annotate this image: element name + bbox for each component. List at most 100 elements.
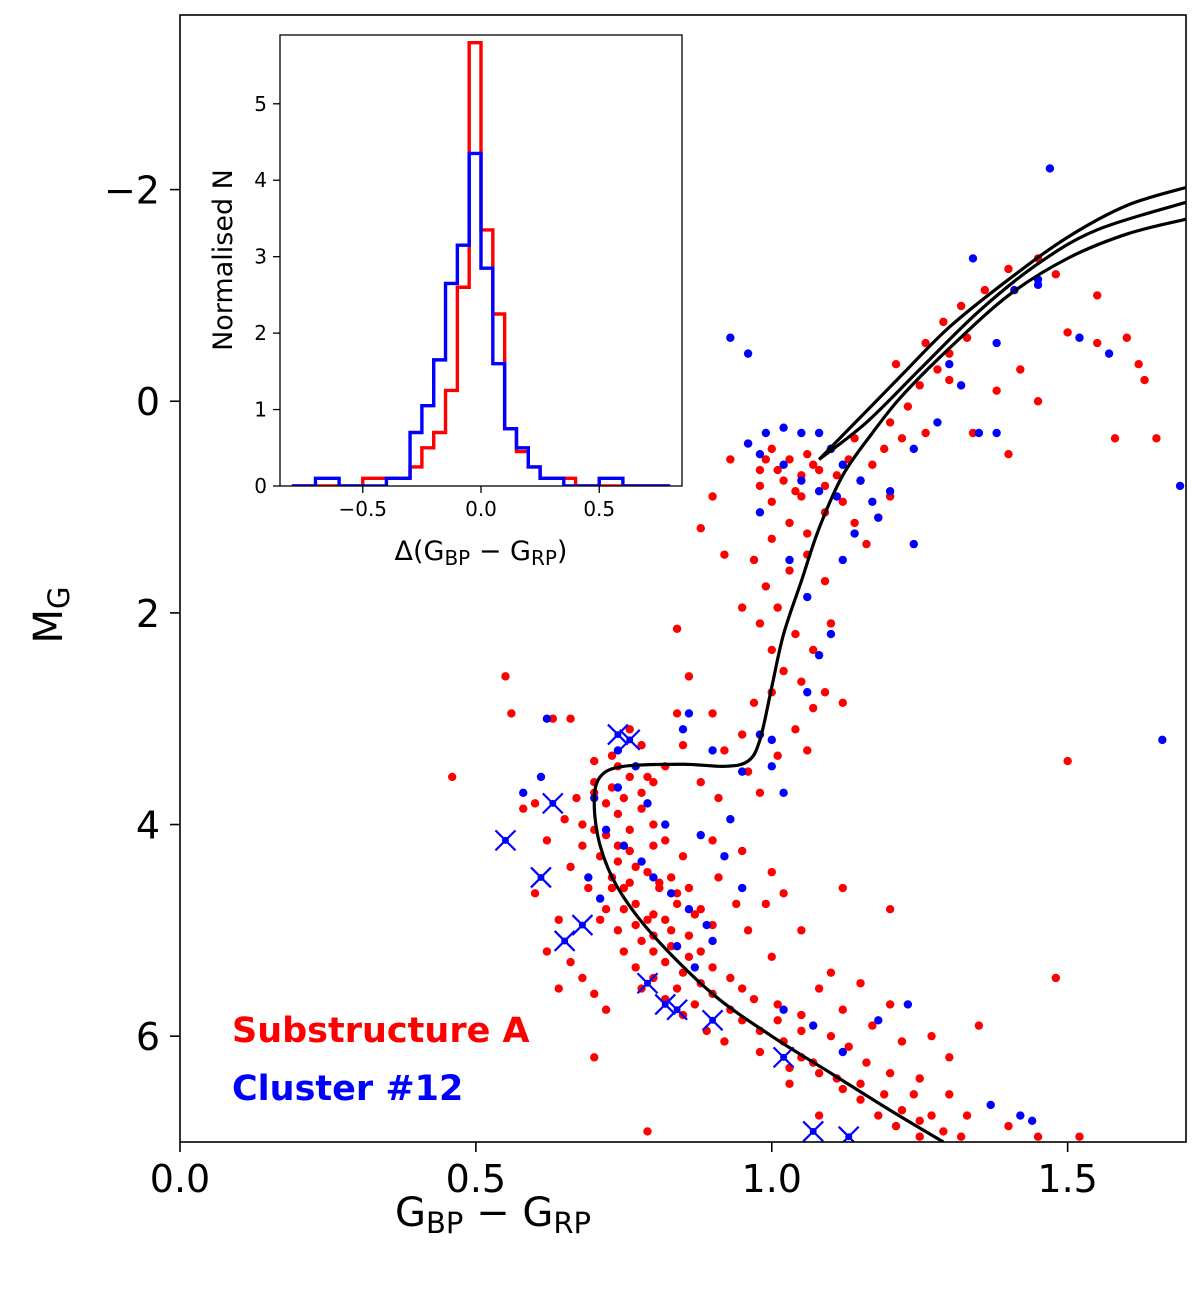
- point-cluster-12-60: [1075, 333, 1084, 342]
- point-substructure-a-229: [672, 889, 682, 898]
- point-substructure-a-188: [708, 836, 717, 845]
- point-substructure-a-117: [862, 539, 871, 549]
- point-substructure-a-103: [791, 629, 800, 639]
- point-cluster-12-68: [909, 539, 918, 549]
- point-substructure-a-228: [655, 878, 664, 887]
- point-substructure-a-202: [844, 1042, 853, 1051]
- point-substructure-a-96: [773, 751, 782, 760]
- point-substructure-a-98: [820, 688, 830, 697]
- inset-xtick-label-0: −0.5: [338, 497, 387, 521]
- point-substructure-a-82: [678, 740, 688, 750]
- point-substructure-a-10: [542, 947, 552, 956]
- cross-point-cluster-12-crosses-0: [607, 723, 629, 746]
- point-substructure-a-8: [530, 889, 540, 898]
- point-substructure-a-95: [791, 725, 800, 734]
- point-substructure-a-226: [613, 841, 623, 850]
- point-cluster-12-35: [838, 555, 847, 565]
- cmd-xtick-label-1: 0.5: [446, 1157, 506, 1201]
- point-substructure-a-112: [785, 518, 794, 528]
- cmd-xlabel: GBP − GRP: [395, 1190, 591, 1240]
- point-substructure-a-129: [767, 444, 776, 454]
- inset-histogram: −0.5 0.0 0.5 0 1 2 3 4 5 Δ(GBP − GRP) Normalised…: [208, 34, 683, 570]
- cross-point-cluster-12-crosses-6: [553, 930, 576, 952]
- point-substructure-a-63: [584, 883, 593, 893]
- point-substructure-a-251: [785, 1079, 794, 1088]
- point-substructure-a-115: [838, 497, 847, 506]
- inset-frame: [279, 34, 683, 487]
- point-cluster-12-78: [903, 1000, 913, 1009]
- point-substructure-a-248: [915, 1116, 924, 1126]
- inset-xtick-label-2: 0.5: [583, 497, 615, 521]
- point-substructure-a-50: [696, 904, 705, 914]
- point-substructure-a-116: [850, 518, 859, 528]
- point-substructure-a-43: [619, 793, 629, 803]
- point-substructure-a-141: [885, 418, 895, 427]
- cross-point-cluster-12-crosses-2: [542, 792, 564, 815]
- point-cluster-12-66: [974, 428, 984, 438]
- point-substructure-a-89: [755, 788, 765, 797]
- point-substructure-a-94: [808, 703, 818, 713]
- point-substructure-a-219: [590, 756, 599, 766]
- point-substructure-a-22: [601, 904, 611, 914]
- point-substructure-a-213: [720, 550, 729, 559]
- point-cluster-12-53: [933, 418, 942, 427]
- point-cluster-12-69: [874, 513, 883, 522]
- point-substructure-a-74: [554, 984, 563, 993]
- point-substructure-a-160: [1122, 333, 1132, 342]
- point-substructure-a-105: [826, 619, 836, 628]
- point-cluster-12-34: [803, 592, 812, 602]
- point-substructure-a-44: [637, 804, 646, 813]
- point-substructure-a-181: [927, 1031, 936, 1041]
- point-substructure-a-56: [631, 920, 640, 930]
- point-substructure-a-167: [945, 375, 954, 385]
- point-substructure-a-158: [1063, 328, 1072, 337]
- point-substructure-a-12: [578, 841, 587, 850]
- point-cluster-12-13: [690, 963, 700, 972]
- point-substructure-a-260: [773, 1000, 782, 1009]
- point-cluster-12-80: [1016, 1111, 1025, 1120]
- point-substructure-a-210: [755, 465, 765, 475]
- point-substructure-a-239: [720, 1037, 729, 1046]
- point-substructure-a-255: [619, 904, 629, 914]
- point-cluster-12-67: [992, 428, 1001, 438]
- histogram-steps-layer: [291, 40, 671, 486]
- point-substructure-a-231: [714, 873, 723, 882]
- point-substructure-a-214: [737, 603, 747, 612]
- legend-entry-cluster-12: Cluster #12: [232, 1069, 463, 1109]
- cmd-axes: 0.0 0.5 1.0 1.5 −2 0 2 4 6: [104, 169, 1098, 1201]
- point-cluster-12-20: [678, 725, 688, 734]
- point-substructure-a-70: [566, 957, 575, 967]
- point-substructure-a-254: [607, 883, 617, 893]
- point-cluster-12-14: [708, 936, 717, 946]
- point-cluster-12-74: [779, 1005, 788, 1014]
- cmd-xtick-label-3: 1.5: [1037, 1157, 1097, 1201]
- point-substructure-a-150: [980, 285, 989, 295]
- point-substructure-a-61: [613, 857, 623, 866]
- point-substructure-a-42: [607, 783, 617, 792]
- point-cluster-12-49: [814, 486, 824, 496]
- point-substructure-a-135: [761, 455, 771, 464]
- point-cluster-12-16: [720, 852, 729, 861]
- cross-point-cluster-12-crosses-4: [530, 866, 552, 889]
- point-substructure-a-147: [921, 338, 930, 348]
- point-substructure-a-247: [897, 1106, 907, 1115]
- point-substructure-a-139: [880, 444, 889, 454]
- point-substructure-a-208: [726, 455, 735, 464]
- point-substructure-a-21: [643, 915, 652, 924]
- point-substructure-a-136: [797, 492, 806, 501]
- point-substructure-a-206: [927, 1111, 936, 1120]
- point-cluster-12-59: [968, 254, 978, 263]
- point-cluster-12-61: [1104, 349, 1114, 358]
- point-cluster-12-72: [767, 735, 776, 745]
- point-substructure-a-5: [530, 799, 540, 808]
- point-cluster-12-37: [868, 497, 877, 506]
- point-substructure-a-83: [672, 709, 682, 718]
- point-substructure-a-153: [897, 434, 907, 443]
- point-substructure-a-171: [1063, 756, 1072, 766]
- point-cluster-12-39: [838, 460, 847, 469]
- point-substructure-a-179: [1033, 1132, 1043, 1141]
- point-substructure-a-138: [868, 460, 877, 469]
- point-substructure-a-15: [613, 809, 623, 819]
- point-substructure-a-176: [945, 1090, 954, 1099]
- point-substructure-a-59: [684, 952, 694, 962]
